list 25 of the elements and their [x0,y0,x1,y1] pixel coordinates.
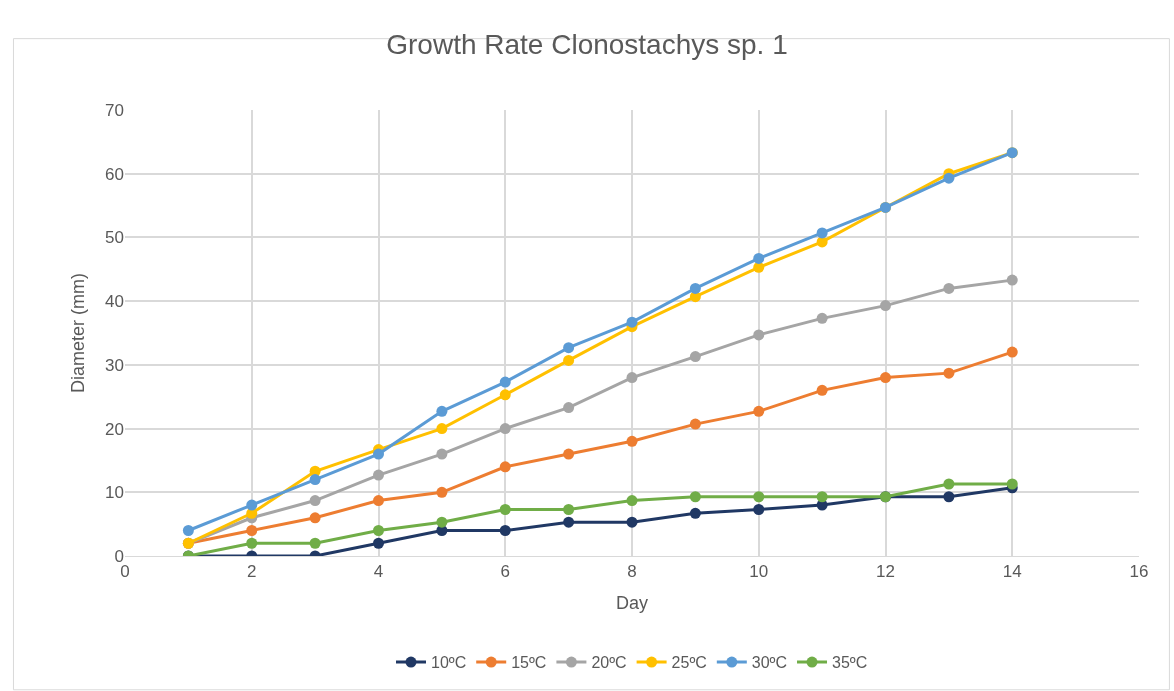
chart-title: Growth Rate Clonostachys sp. 1 [386,29,788,61]
legend-label: 30ºC [751,654,788,672]
y-tick-label: 20 [105,419,124,439]
legend-label: 25ºC [671,654,707,672]
x-tick-label: 12 [876,562,895,582]
y-tick-label: 70 [105,100,124,120]
y-tick-label: 10 [105,483,124,503]
legend-label: 15ºC [511,654,547,672]
y-tick-label: 40 [105,292,124,312]
x-axis-title: Day [615,592,649,613]
legend-label: 20ºC [591,654,627,672]
legend-label: 10ºC [431,654,467,672]
legend-label: 35ºC [832,654,868,672]
y-tick-label: 60 [105,164,124,184]
x-tick-label: 10 [749,562,769,582]
y-tick-label: 0 [114,546,124,566]
x-tick-label: 16 [1129,562,1149,582]
y-tick-label: 30 [105,355,124,375]
x-tick-label: 2 [247,562,257,582]
x-tick-label: 4 [373,562,384,582]
x-tick-label: 6 [500,562,510,582]
y-tick-label: 50 [105,228,124,248]
x-tick-label: 14 [1002,562,1022,582]
y-axis-title: Diameter (mm) [68,273,89,393]
x-tick-label: 8 [627,562,637,582]
